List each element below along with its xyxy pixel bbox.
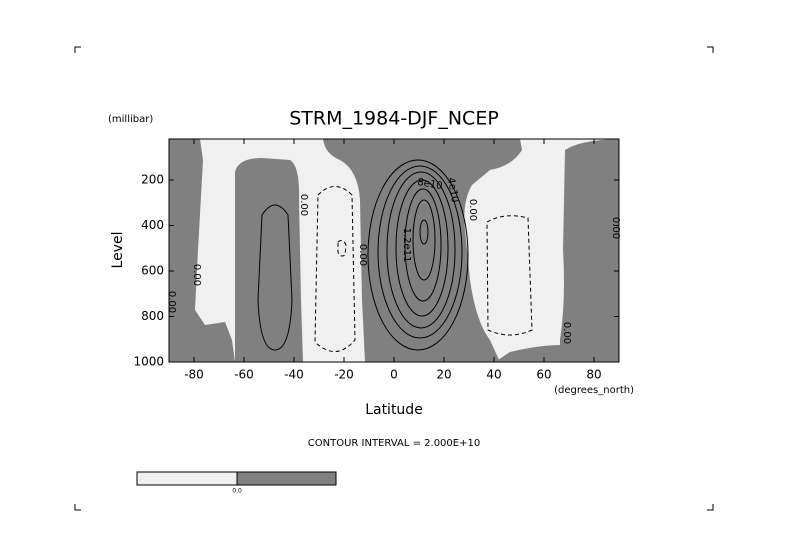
y-axis-label: Level bbox=[110, 232, 126, 269]
x-tick-label: 60 bbox=[536, 368, 551, 382]
contour-label: 0.00 bbox=[166, 291, 177, 313]
y-tick-label: 1000 bbox=[133, 355, 164, 369]
colorbar: 0.0 bbox=[136, 471, 337, 495]
contour-lines bbox=[257, 159, 533, 352]
contour-label: 0.00 bbox=[610, 217, 621, 239]
contour-label: 0.00 bbox=[467, 199, 478, 221]
x-tick-label: -40 bbox=[284, 368, 304, 382]
x-tick-label: 80 bbox=[586, 368, 601, 382]
x-tick-label: 0 bbox=[390, 368, 398, 382]
y-tick-label: 800 bbox=[141, 309, 164, 323]
corner-marks bbox=[74, 46, 714, 511]
contour-label: 8e10 bbox=[417, 177, 444, 192]
contour-label: 0.00 bbox=[191, 264, 202, 286]
x-tick-label: 20 bbox=[436, 368, 451, 382]
y-tick-label: 200 bbox=[141, 172, 164, 186]
x-tick-label: -80 bbox=[184, 368, 204, 382]
x-axis-label: Latitude bbox=[365, 402, 423, 418]
y-unit: (millibar) bbox=[108, 114, 153, 125]
contour-label: 4e10 bbox=[445, 177, 460, 204]
contour-label: 0.00 bbox=[561, 322, 572, 344]
x-tick-label: -20 bbox=[334, 368, 354, 382]
contour-label: 1.2e11 bbox=[401, 228, 412, 263]
contour-label: 0.00 bbox=[357, 244, 368, 266]
y-tick-label: 600 bbox=[141, 263, 164, 277]
colorbar-label: 0.0 bbox=[232, 488, 242, 495]
contour-label: 0.00 bbox=[298, 194, 309, 216]
x-tick-label: 40 bbox=[486, 368, 501, 382]
colorbar-positive bbox=[236, 471, 337, 486]
y-tick-label: 400 bbox=[141, 218, 164, 232]
x-unit: (degrees_north) bbox=[554, 385, 634, 396]
chart-title: STRM_1984-DJF_NCEP bbox=[289, 108, 499, 130]
x-tick-label: -60 bbox=[234, 368, 254, 382]
contour-interval: CONTOUR INTERVAL = 2.000E+10 bbox=[308, 438, 480, 449]
colorbar-negative bbox=[136, 471, 238, 486]
